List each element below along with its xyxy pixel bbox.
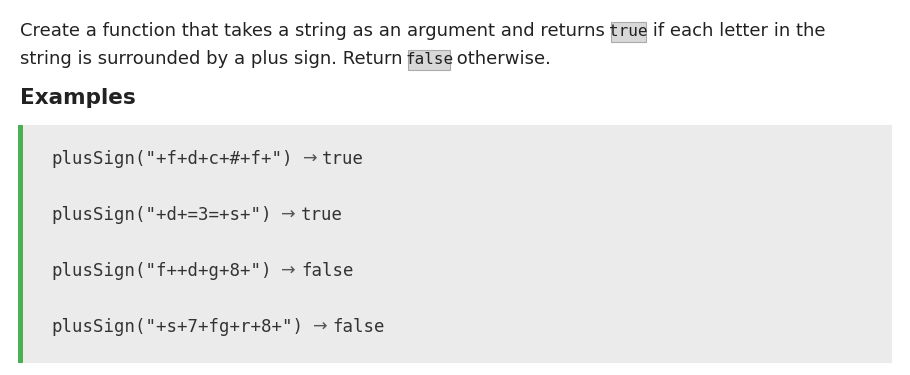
FancyBboxPatch shape [409, 50, 450, 70]
Text: otherwise.: otherwise. [451, 50, 551, 68]
Text: if each letter in the: if each letter in the [647, 22, 825, 40]
Text: plusSign("+d+=3=+s+"): plusSign("+d+=3=+s+") [51, 206, 271, 224]
Text: false: false [405, 53, 453, 68]
Text: plusSign("+f+d+c+#+f+"): plusSign("+f+d+c+#+f+") [51, 150, 292, 168]
Text: →: → [281, 262, 296, 280]
FancyBboxPatch shape [18, 125, 892, 363]
Text: true: true [322, 150, 364, 168]
Text: string is surrounded by a plus sign. Return: string is surrounded by a plus sign. Ret… [20, 50, 409, 68]
Text: Examples: Examples [20, 88, 136, 108]
Text: Create a function that takes a string as an argument and returns: Create a function that takes a string as… [20, 22, 611, 40]
Text: plusSign("+s+7+fg+r+8+"): plusSign("+s+7+fg+r+8+") [51, 318, 303, 336]
Text: false: false [332, 318, 385, 336]
Text: →: → [313, 318, 328, 336]
Text: false: false [301, 262, 353, 280]
Text: →: → [302, 150, 317, 168]
Text: true: true [609, 24, 647, 39]
Text: true: true [301, 206, 343, 224]
Text: →: → [281, 206, 296, 224]
FancyBboxPatch shape [18, 125, 23, 363]
Text: plusSign("f++d+g+8+"): plusSign("f++d+g+8+") [51, 262, 271, 280]
FancyBboxPatch shape [611, 22, 645, 42]
